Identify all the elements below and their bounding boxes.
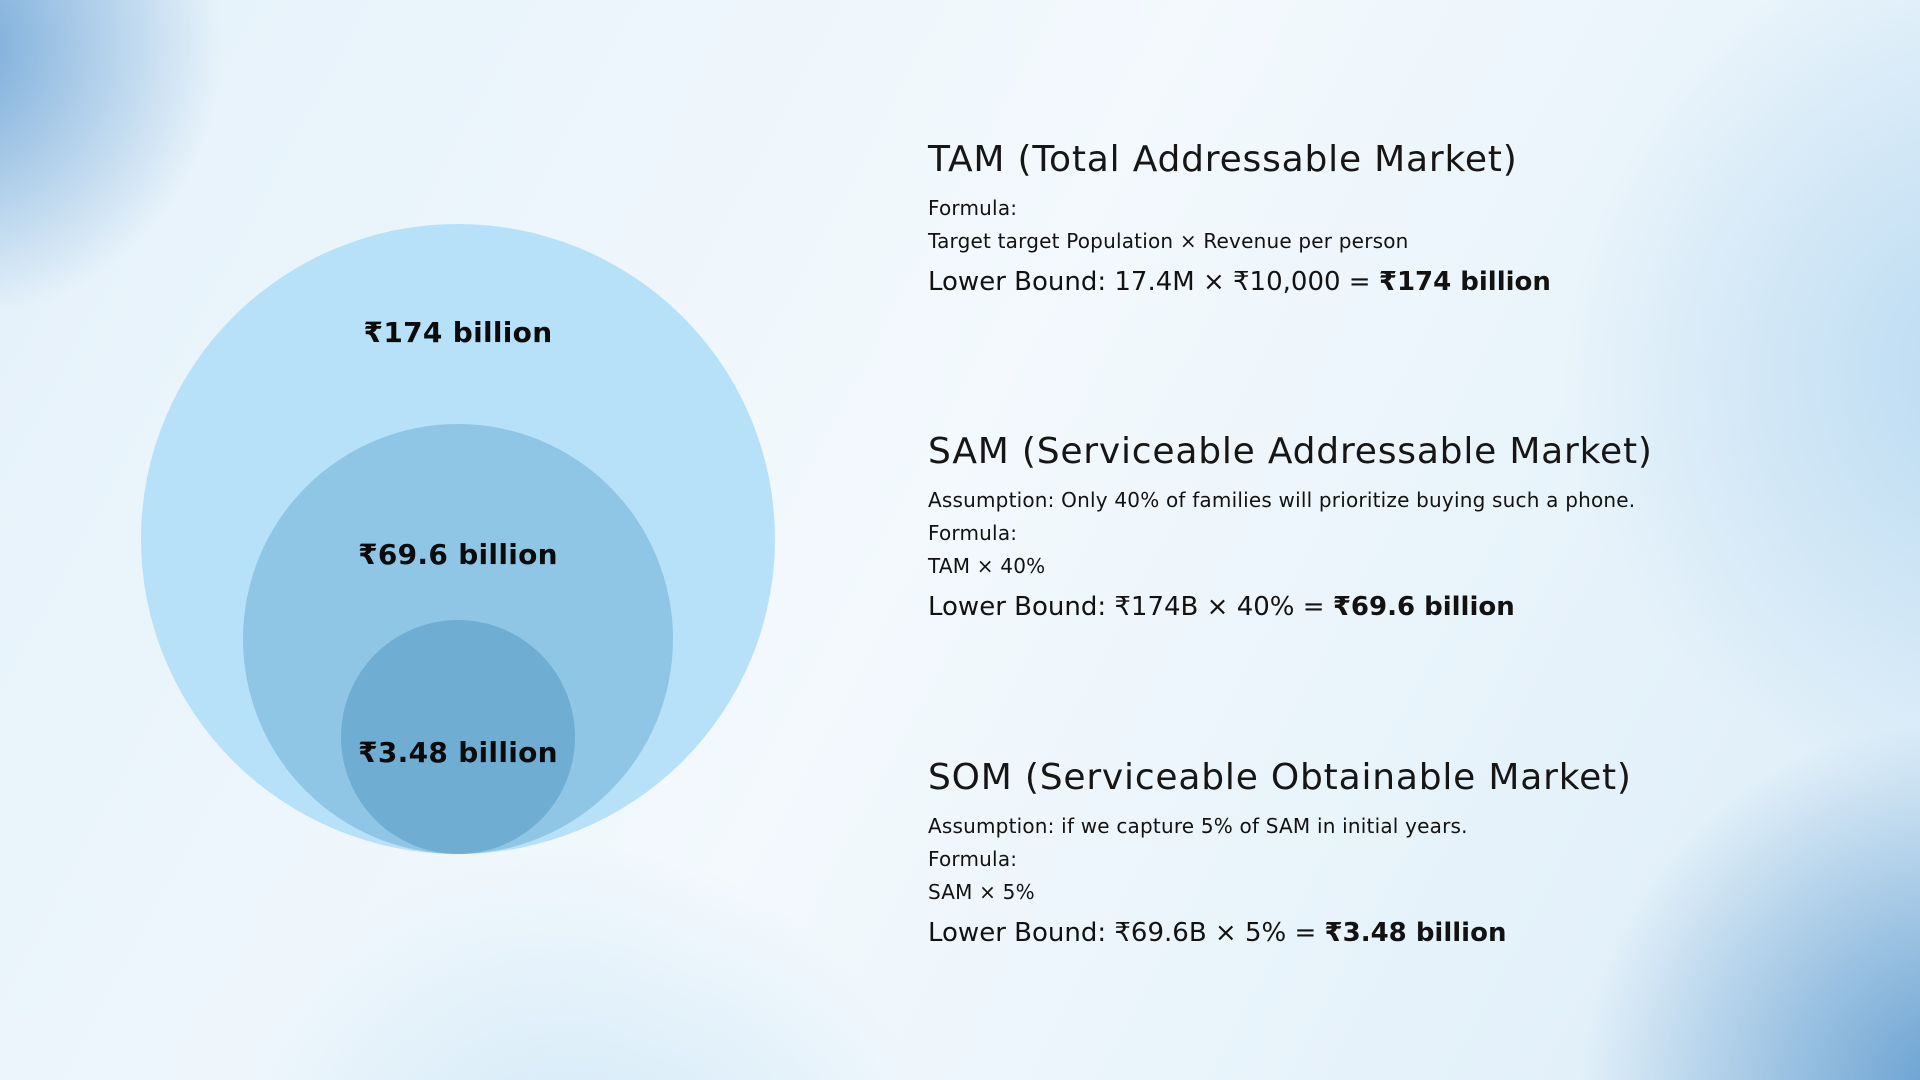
tam-value-label: ₹174 billion bbox=[363, 316, 553, 349]
som-lower-bound: Lower Bound: ₹69.6B × 5% = ₹3.48 billion bbox=[928, 914, 1888, 952]
sam-lower-bound-text: Lower Bound: ₹174B × 40% = bbox=[928, 592, 1333, 622]
som-lower-bound-text: Lower Bound: ₹69.6B × 5% = bbox=[928, 918, 1325, 948]
tam-lower-bound-value: ₹174 billion bbox=[1378, 267, 1551, 297]
definitions-column: TAM (Total Addressable Market) Formula: … bbox=[928, 0, 1888, 1080]
som-assumption: Assumption: if we capture 5% of SAM in i… bbox=[928, 814, 1468, 838]
som-formula-label: Formula: bbox=[928, 847, 1018, 871]
som-heading: SOM (Serviceable Obtainable Market) bbox=[928, 757, 1632, 798]
tam-lower-bound: Lower Bound: 17.4M × ₹10,000 = ₹174 bill… bbox=[928, 263, 1888, 301]
som-circle bbox=[341, 620, 575, 854]
tam-heading: TAM (Total Addressable Market) bbox=[928, 139, 1518, 180]
sam-formula-label: Formula: bbox=[928, 521, 1018, 545]
sam-heading: SAM (Serviceable Addressable Market) bbox=[928, 431, 1653, 472]
tam-sam-som-diagram: ₹174 billion ₹69.6 billion ₹3.48 billion bbox=[141, 224, 775, 854]
sam-formula: TAM × 40% bbox=[928, 554, 1046, 578]
som-lower-bound-value: ₹3.48 billion bbox=[1324, 918, 1507, 948]
som-formula: SAM × 5% bbox=[928, 880, 1035, 904]
sam-section: SAM (Serviceable Addressable Market) Ass… bbox=[928, 430, 1888, 626]
som-section: SOM (Serviceable Obtainable Market) Assu… bbox=[928, 756, 1888, 952]
som-value-label: ₹3.48 billion bbox=[358, 736, 558, 769]
tam-formula: Target target Population × Revenue per p… bbox=[928, 229, 1409, 253]
tam-section: TAM (Total Addressable Market) Formula: … bbox=[928, 138, 1888, 301]
sam-assumption: Assumption: Only 40% of families will pr… bbox=[928, 488, 1636, 512]
sam-lower-bound: Lower Bound: ₹174B × 40% = ₹69.6 billion bbox=[928, 588, 1888, 626]
sam-value-label: ₹69.6 billion bbox=[358, 538, 558, 571]
sam-lower-bound-value: ₹69.6 billion bbox=[1332, 592, 1515, 622]
tam-formula-label: Formula: bbox=[928, 196, 1018, 220]
tam-lower-bound-text: Lower Bound: 17.4M × ₹10,000 = bbox=[928, 267, 1379, 297]
